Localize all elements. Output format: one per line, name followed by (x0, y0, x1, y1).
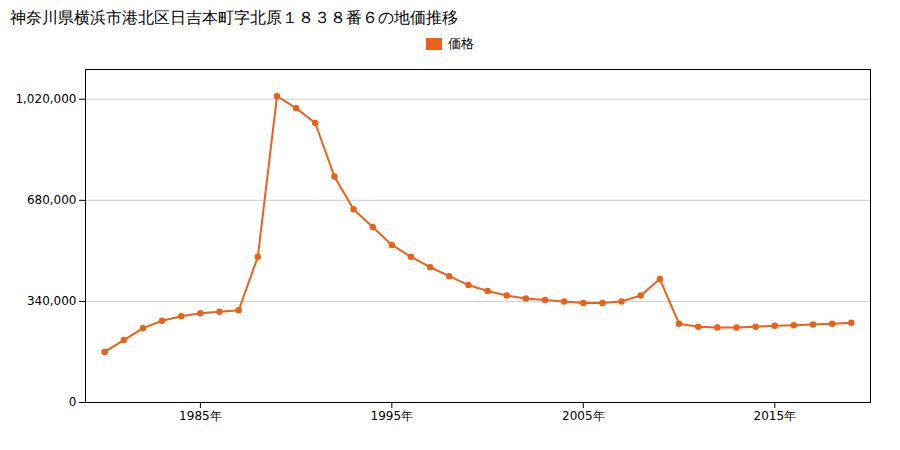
svg-text:0: 0 (69, 395, 77, 409)
html-text:価格: 価格 (448, 36, 474, 51)
svg-text:340,000: 340,000 (27, 294, 77, 308)
html-text:神奈川県横浜市港北区日吉本町字北原１８３８番６の地価推移: 神奈川県横浜市港北区日吉本町字北原１８３８番６の地価推移 (10, 8, 458, 27)
svg-text:2015年: 2015年 (753, 409, 796, 423)
svg-text:1985年: 1985年 (179, 409, 222, 423)
svg-text:680,000: 680,000 (27, 193, 77, 207)
svg-text:1,020,000: 1,020,000 (15, 92, 76, 106)
svg-text:2005年: 2005年 (562, 409, 605, 423)
svg-text:1995年: 1995年 (371, 409, 414, 423)
